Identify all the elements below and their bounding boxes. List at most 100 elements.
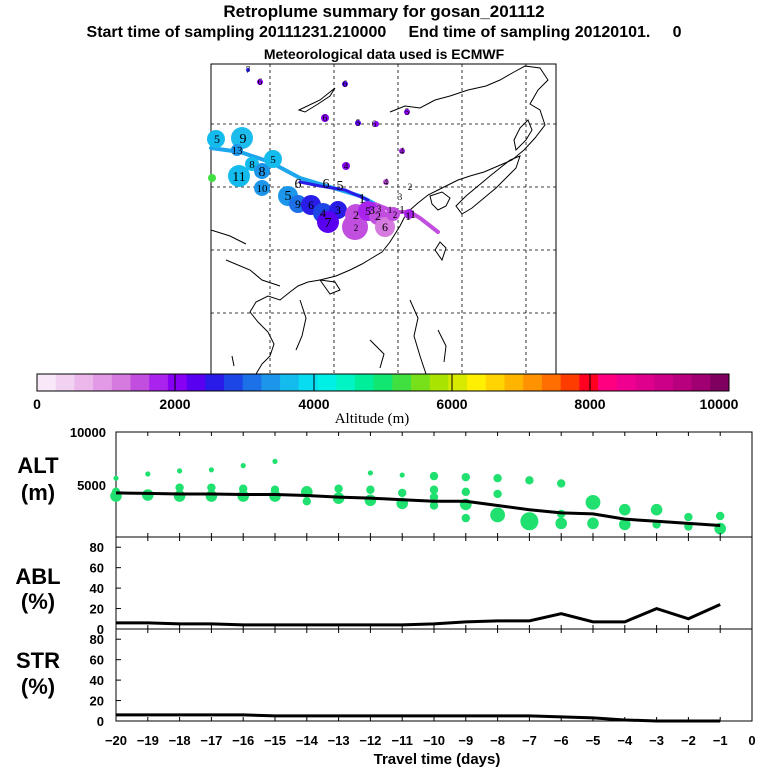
plume-label: 6 [295, 177, 302, 192]
plume-label: 8 [249, 159, 255, 171]
colorbar-swatch [392, 374, 412, 391]
plume-label: 2 [354, 223, 359, 233]
plume-label: 5 [214, 132, 220, 146]
abl-line [116, 603, 721, 627]
str-label-name: STR [16, 648, 60, 673]
plume-label: 1 [405, 209, 411, 223]
alt-scatter-point [650, 503, 663, 516]
abl-ytick: 0 [97, 622, 104, 637]
x-tick-label: −11 [392, 733, 413, 748]
x-tick-label: −16 [232, 733, 254, 748]
alt-scatter-point [398, 488, 407, 498]
plume-label: 5 [405, 107, 410, 117]
plume-label: 2 [408, 182, 413, 192]
colorbar-swatch [261, 374, 281, 391]
x-tick-label: −15 [264, 733, 286, 748]
x-tick-label: −7 [522, 733, 537, 748]
plume-label: 9 [295, 197, 301, 211]
x-tick-label: −19 [137, 733, 159, 748]
plume-label: 10 [257, 183, 269, 195]
plume-label: 6 [323, 177, 330, 192]
plume-label: 3 [369, 203, 375, 217]
colorbar-swatch [411, 374, 431, 391]
plume-label: 7 [246, 65, 251, 75]
str-line [116, 713, 721, 723]
plume-label: 3 [335, 203, 341, 217]
alt-scatter-point [272, 458, 278, 464]
colorbar-swatch [560, 374, 580, 391]
plume-label: 6 [323, 113, 328, 123]
x-tick-label: −2 [681, 733, 696, 748]
str-ytick: 20 [90, 694, 104, 709]
alt-panel: ALT (m) 10000 5000 [17, 425, 753, 538]
plume-label: 1 [388, 205, 393, 215]
colorbar-swatch [317, 374, 337, 391]
x-tick-label: −1 [713, 733, 728, 748]
plume-label: 4 [344, 161, 349, 171]
alt-scatter-point [585, 494, 601, 510]
plume-label: 3 [398, 192, 403, 202]
altitude-colorbar [36, 373, 730, 392]
colorbar-swatch [74, 374, 94, 391]
colorbar-swatch [130, 374, 150, 391]
colorbar-swatch [523, 374, 543, 391]
str-ytick: 40 [90, 673, 104, 688]
colorbar-label: Altitude (m) [335, 411, 410, 427]
colorbar-swatch [167, 374, 188, 391]
x-tick-label: −14 [296, 733, 319, 748]
colorbar-swatch [710, 374, 730, 391]
alt-scatter-point [113, 475, 119, 481]
plume-label: 4 [384, 177, 389, 187]
colorbar-swatch [280, 374, 300, 391]
colorbar-swatch [354, 374, 375, 391]
plume-label: 3 [377, 204, 382, 214]
alt-scatter-point [399, 472, 405, 478]
alt-scatter-point [490, 507, 505, 523]
colorbar-swatch [448, 374, 468, 391]
abl-ytick: 20 [90, 602, 104, 617]
abl-ytick: 60 [90, 561, 104, 576]
colorbar-swatch [635, 374, 655, 391]
abl-ytick: 40 [90, 581, 104, 596]
alt-scatter-point [237, 490, 249, 502]
str-frame [115, 628, 753, 722]
colorbar-ticks: 0 2000 4000 6000 8000 10000 [33, 396, 739, 412]
alt-scatter-point [493, 489, 502, 499]
alt-scatter-point [555, 517, 567, 530]
colorbar-outline [36, 373, 730, 392]
plume-labels: 7 6 6 5 6 5 6 4 4 3 5 9 13 8 8 5 11 10 5… [214, 65, 416, 234]
met-data-note: Meteorological data used is ECMWF [263, 46, 505, 62]
plume-label: 5 [285, 189, 292, 204]
sampling-times: Start time of sampling 20111231.210000 E… [86, 24, 682, 41]
alt-ytick: 10000 [70, 425, 106, 440]
abl-label-name: ABL [15, 564, 60, 589]
colorbar-swatch [186, 374, 206, 391]
alt-scatter-point [366, 485, 375, 494]
colorbar-swatch [691, 374, 711, 391]
plume-label: 6 [372, 119, 377, 129]
colorbar-swatch [541, 374, 562, 391]
alt-scatter-point [240, 463, 246, 469]
alt-scatter-point [461, 487, 470, 497]
plume-label: 1 [410, 207, 416, 221]
x-tick-label: −12 [359, 733, 381, 748]
str-ytick: 0 [97, 714, 104, 729]
colorbar-swatch [336, 374, 356, 391]
plume-label: 4 [320, 206, 326, 220]
colorbar-swatch [504, 374, 524, 391]
plume-label: 13 [232, 145, 244, 157]
colorbar-swatch [37, 374, 57, 391]
plume-label: 6 [382, 220, 388, 234]
plume-label: 5 [365, 204, 371, 218]
alt-scatter-point [619, 503, 631, 516]
abl-ytick: 80 [90, 540, 104, 555]
alt-scatter-point [587, 517, 599, 530]
colorbar-swatch [654, 374, 674, 391]
alt-scatter-point [364, 494, 377, 507]
plume-label: 5 [337, 179, 344, 194]
colorbar-swatch [242, 374, 262, 391]
x-tick-label: −10 [423, 733, 445, 748]
map-panel: 7 6 6 5 6 5 6 4 4 3 5 9 13 8 8 5 11 10 5… [207, 63, 557, 375]
alt-scatter-point [493, 474, 502, 483]
x-tick-label: −5 [586, 733, 601, 748]
